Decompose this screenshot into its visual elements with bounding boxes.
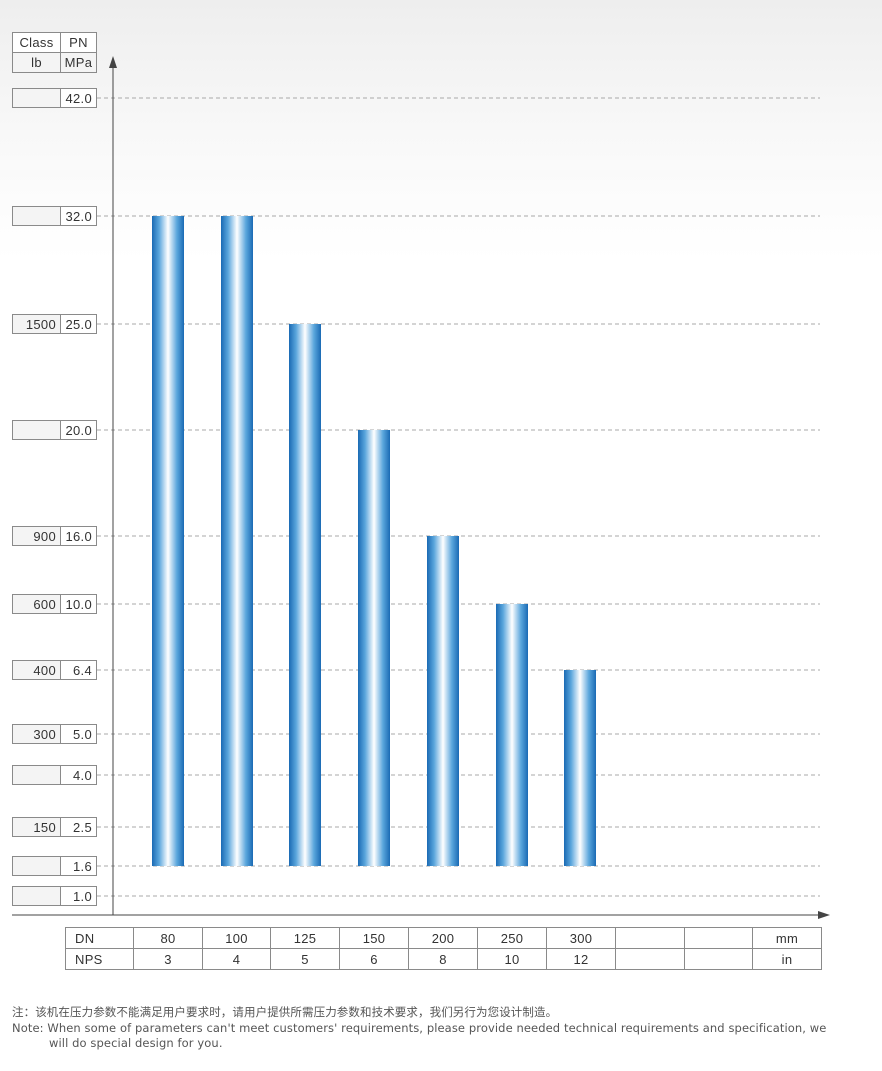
- pn-tick-label: 6.4: [60, 660, 97, 680]
- class-tick-label: 1500: [12, 314, 61, 334]
- pn-tick-label: 32.0: [60, 206, 97, 226]
- note-en-line1: Note: When some of parameters can't meet…: [12, 1021, 827, 1035]
- bar-dn-100: [221, 216, 253, 866]
- pn-tick-label: 25.0: [60, 314, 97, 334]
- pn-tick-label: 16.0: [60, 526, 97, 546]
- pressure-chart: [12, 56, 830, 919]
- nps-value: 4: [202, 948, 271, 970]
- note-en-line2: will do special design for you.: [49, 1036, 223, 1050]
- bar-dn-300: [564, 670, 596, 866]
- bar-dn-150: [358, 430, 390, 866]
- dn-value: 125: [270, 927, 340, 949]
- nps-value: 10: [477, 948, 547, 970]
- bar-dn-200: [427, 536, 459, 866]
- grid-lines: [97, 97, 820, 897]
- nps-value: 12: [546, 948, 616, 970]
- class-tick-label: [12, 206, 61, 226]
- nps-value: 3: [133, 948, 203, 970]
- class-tick-label: 900: [12, 526, 61, 546]
- dn-value: 250: [477, 927, 547, 949]
- pn-tick-label: 1.0: [60, 886, 97, 906]
- pn-tick-label: 1.6: [60, 856, 97, 876]
- bars: [152, 216, 596, 866]
- class-tick-label: [12, 88, 61, 108]
- nps-value: 8: [408, 948, 478, 970]
- header-class: Class: [12, 32, 61, 53]
- class-tick-label: [12, 765, 61, 785]
- class-tick-label: 300: [12, 724, 61, 744]
- note-zh: 注：该机在压力参数不能满足用户要求时，请用户提供所需压力参数和技术要求，我们另行…: [12, 1005, 558, 1019]
- pn-tick-label: 5.0: [60, 724, 97, 744]
- pn-tick-label: 20.0: [60, 420, 97, 440]
- dn-value: 200: [408, 927, 478, 949]
- nps-unit: in: [752, 948, 822, 970]
- class-tick-label: 150: [12, 817, 61, 837]
- class-tick-label: [12, 886, 61, 906]
- header-lb: lb: [12, 52, 61, 73]
- bar-dn-125: [289, 324, 321, 866]
- dn-value: [684, 927, 753, 949]
- class-tick-label: 400: [12, 660, 61, 680]
- nps-value: [684, 948, 753, 970]
- bar-dn-80: [152, 216, 184, 866]
- nps-value: 5: [270, 948, 340, 970]
- dn-unit: mm: [752, 927, 822, 949]
- header-mpa: MPa: [60, 52, 97, 73]
- dn-label: DN: [65, 927, 134, 949]
- dn-value: 100: [202, 927, 271, 949]
- dn-value: 300: [546, 927, 616, 949]
- dn-value: [615, 927, 685, 949]
- dn-value: 150: [339, 927, 409, 949]
- nps-label: NPS: [65, 948, 134, 970]
- class-tick-label: 600: [12, 594, 61, 614]
- pn-tick-label: 10.0: [60, 594, 97, 614]
- pn-tick-label: 2.5: [60, 817, 97, 837]
- pn-tick-label: 4.0: [60, 765, 97, 785]
- class-tick-label: [12, 856, 61, 876]
- dn-value: 80: [133, 927, 203, 949]
- pn-tick-label: 42.0: [60, 88, 97, 108]
- class-tick-label: [12, 420, 61, 440]
- header-pn: PN: [60, 32, 97, 53]
- nps-value: 6: [339, 948, 409, 970]
- y-axis-arrow: [109, 56, 117, 68]
- bar-dn-250: [496, 604, 528, 866]
- nps-value: [615, 948, 685, 970]
- x-axis-arrow: [818, 911, 830, 919]
